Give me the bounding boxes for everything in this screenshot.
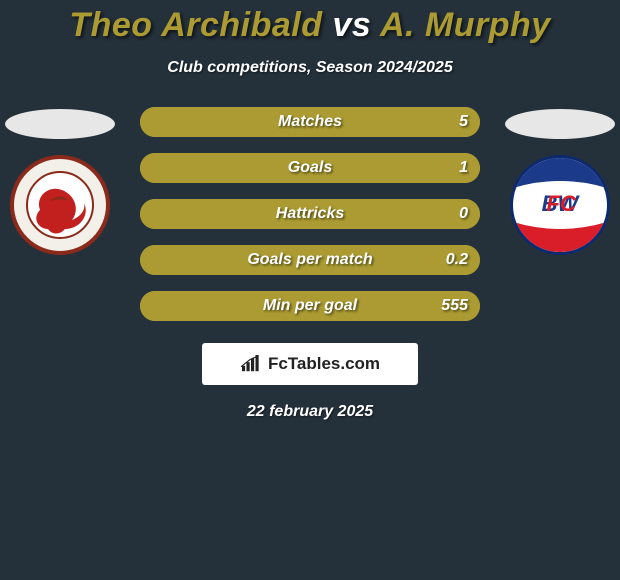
bolton-icon: BW FC	[510, 155, 610, 255]
player2-platform	[505, 109, 615, 139]
stat-bar: Matches 5	[140, 107, 480, 137]
stat-value-right: 555	[441, 297, 468, 315]
stat-label: Goals per match	[247, 251, 372, 269]
stat-bar: Min per goal 555	[140, 291, 480, 321]
page-title: Theo Archibald vs A. Murphy	[0, 0, 620, 45]
vs-text: vs	[332, 6, 371, 44]
watermark-text: FcTables.com	[268, 354, 380, 374]
player1-name: Theo Archibald	[69, 6, 322, 44]
stat-value-right: 1	[459, 159, 468, 177]
stat-value-right: 5	[459, 113, 468, 131]
stat-bar: Goals 1	[140, 153, 480, 183]
player1-platform	[5, 109, 115, 139]
dragon-icon	[10, 155, 110, 255]
watermark: FcTables.com	[202, 343, 418, 385]
bars-icon	[240, 355, 262, 373]
stat-bar: Hattricks 0	[140, 199, 480, 229]
subtitle: Club competitions, Season 2024/2025	[0, 59, 620, 77]
stat-label: Goals	[288, 159, 332, 177]
stat-value-right: 0	[459, 205, 468, 223]
club-crest-right: BW FC	[510, 155, 610, 255]
stat-value-right: 0.2	[446, 251, 468, 269]
stat-bars: Matches 5 Goals 1 Hattricks 0 Goals per match 0…	[140, 107, 480, 321]
date-text: 22 february 2025	[0, 403, 620, 421]
comparison-arena: BW FC Matches 5 Goals 1 Hattricks 0 Goals per …	[0, 107, 620, 321]
player2-name: A. Murphy	[380, 6, 551, 44]
stat-label: Matches	[278, 113, 342, 131]
stat-label: Hattricks	[276, 205, 344, 223]
stat-label: Min per goal	[263, 297, 357, 315]
svg-text:FC: FC	[547, 191, 577, 216]
stat-bar: Goals per match 0.2	[140, 245, 480, 275]
club-crest-left	[10, 155, 110, 255]
